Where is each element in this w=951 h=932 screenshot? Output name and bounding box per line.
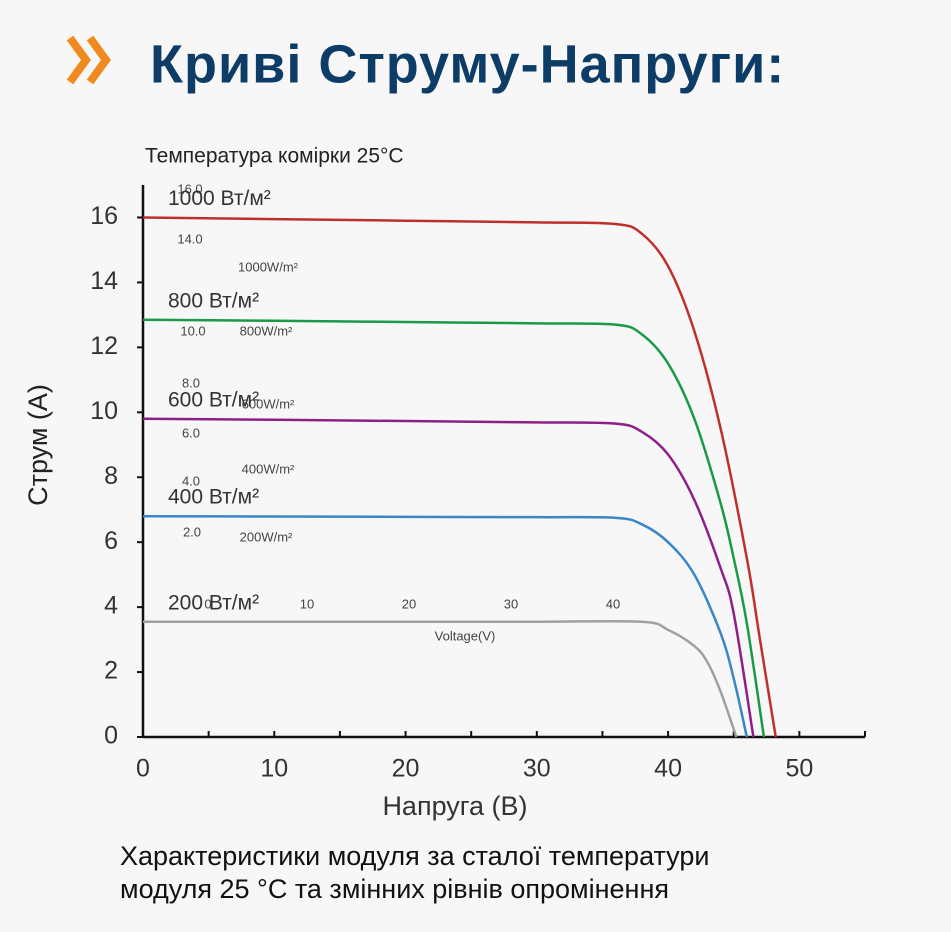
annotation: 4.0: [182, 473, 200, 488]
y-tick-label: 14: [90, 267, 118, 295]
x-tick-label: 40: [654, 755, 682, 783]
y-axis-label: Струм (A): [23, 384, 53, 506]
x-tick-label: 20: [392, 755, 420, 783]
annotation: 400W/m²: [242, 461, 295, 476]
annotation: 10: [300, 596, 314, 611]
annotation: 0: [204, 596, 211, 611]
y-tick-label: 8: [104, 462, 118, 490]
x-tick-label: 30: [523, 755, 551, 783]
y-tick-label: 2: [104, 657, 118, 685]
annotation: 16.0: [177, 181, 202, 196]
line-series: [142, 417, 755, 738]
series-label: 600 Вт/м²: [168, 388, 259, 411]
line-series: [142, 216, 777, 738]
annotation: 40: [606, 596, 620, 611]
subtitle: Температура комірки 25°C: [145, 145, 404, 168]
line-series: [142, 318, 766, 738]
y-tick-label: 12: [90, 332, 118, 360]
annotation: 20: [402, 596, 416, 611]
x-tick-label: 10: [260, 755, 288, 783]
annotation: 800W/m²: [240, 323, 293, 338]
series-label: 200 Вт/м²: [168, 591, 259, 614]
annotation: 2.0: [183, 524, 201, 539]
annotation: 30: [504, 596, 518, 611]
annotation: 600W/m²: [242, 396, 295, 411]
annotation: 8.0: [182, 375, 200, 390]
x-tick-label: 50: [785, 755, 813, 783]
y-tick-label: 10: [90, 397, 118, 425]
caption: Характеристики модуля за сталої температ…: [120, 841, 709, 871]
x-axis-label: Напруга (В): [382, 791, 527, 821]
annotation: 1000W/m²: [238, 259, 299, 274]
annotation: 6.0: [182, 425, 200, 440]
x-tick-label: 0: [136, 755, 150, 783]
y-tick-label: 0: [104, 722, 118, 750]
annotation: 10.0: [180, 323, 205, 338]
line-series: [142, 514, 749, 738]
annotation: 200W/m²: [240, 529, 293, 544]
annotation: 14.0: [177, 231, 202, 246]
line-series: [143, 619, 738, 738]
series-label: 1000 Вт/м²: [168, 187, 271, 210]
series-label: 400 Вт/м²: [168, 486, 259, 509]
chart-title: Криві Струму-Напруги:: [150, 34, 785, 94]
annotation: Voltage(V): [435, 628, 496, 643]
y-tick-label: 6: [104, 527, 118, 555]
y-tick-label: 4: [104, 592, 118, 620]
y-tick-label: 16: [90, 202, 118, 230]
chevron-icon: [66, 35, 111, 85]
caption: модуля 25 °C та змінних рівнів опромінен…: [120, 874, 669, 904]
series-label: 800 Вт/м²: [168, 289, 259, 312]
